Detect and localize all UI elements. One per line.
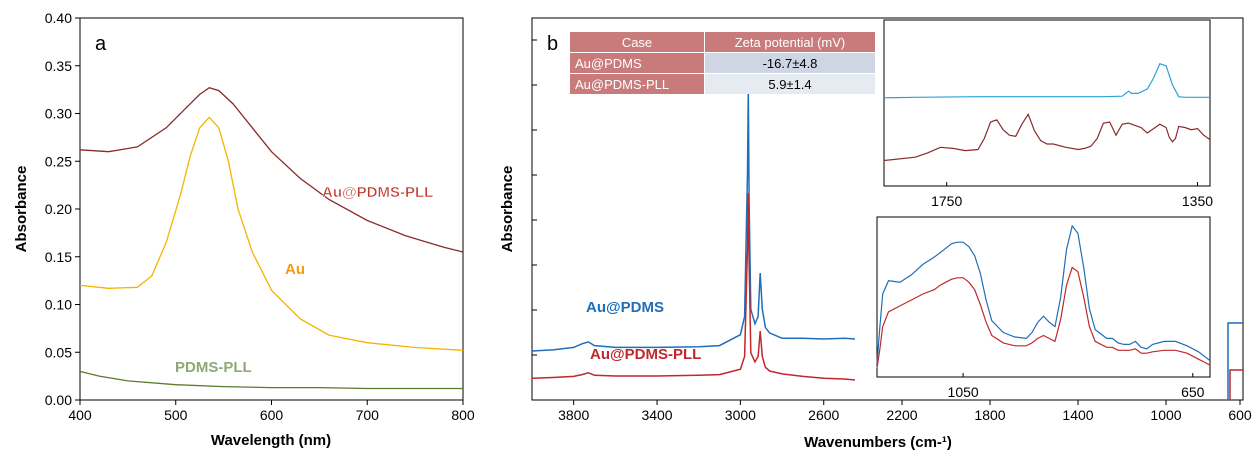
table-row1-case: Au@PDMS [575, 56, 642, 71]
inset-bottom-series [876, 224, 1211, 369]
edge-fragment-blue [1227, 322, 1243, 400]
panel-b-main-series [531, 87, 856, 381]
x-tick-label: 500 [164, 407, 188, 423]
series-line-0 [531, 87, 856, 352]
table-header-cell-zeta [705, 32, 875, 52]
table-row2-case-cell [570, 74, 704, 94]
x-tick-label: 3400 [641, 407, 672, 423]
x-tick-label: 400 [68, 407, 92, 423]
table-row2-case: Au@PDMS-PLL [575, 77, 669, 92]
panel-b: 3800 3400 3000 2600 2200 1800 1400 1000 600 b Ab… [499, 17, 1252, 451]
x-tick-label: 1400 [1062, 407, 1093, 423]
panel-b-x-axis-title: Wavenumbers (cm-¹) [804, 434, 952, 451]
y-tick-label: 0.35 [45, 58, 72, 74]
x-tick-label: 3000 [725, 407, 756, 423]
table-row1-value: -16.7±4.8 [763, 56, 818, 71]
inset-bottom-line-1 [876, 266, 1211, 369]
inset-bottom: 1050 650 [876, 216, 1211, 400]
inset-bottom-frame [876, 216, 1211, 378]
y-tick-label: 0.15 [45, 249, 72, 265]
x-tick-label: 2600 [808, 407, 839, 423]
panel-a-y-ticks: 0.00 0.05 0.10 0.15 0.20 0.25 0.30 0.35 0.40 [45, 10, 80, 408]
table-row2-value-cell [705, 74, 875, 94]
x-tick-label: 1350 [1182, 193, 1213, 209]
table-row1-value-cell [705, 53, 875, 73]
y-tick-label: 0.20 [45, 201, 72, 217]
y-tick-label: 0.25 [45, 153, 72, 169]
inset-top: 1750 1350 [883, 19, 1213, 209]
inset-top-line-1 [883, 112, 1211, 162]
panel-b-frame [531, 17, 1244, 401]
panel-b-y-axis-title: Absorbance [499, 166, 516, 253]
series-line-1 [79, 116, 464, 351]
y-tick-label: 0.00 [45, 392, 72, 408]
panel-a-letter: a [95, 33, 107, 55]
table-row2-value: 5.9±1.4 [768, 77, 811, 92]
panel-b-y-ticks [532, 39, 537, 356]
edge-fragment-red [1229, 369, 1243, 400]
inset-bottom-line-0 [876, 224, 1211, 364]
series-label-au-a: Au [285, 261, 305, 278]
zeta-table: Case Zeta potential (mV) Au@PDMS -16.7±4… [570, 32, 875, 94]
series-line-2 [79, 370, 463, 390]
x-tick-label: 1000 [1150, 407, 1181, 423]
inset-top-series [883, 62, 1211, 162]
table-header-zeta: Zeta potential (mV) [735, 35, 846, 50]
series-label-au-pdms-pll-b: Au@PDMS-PLL [590, 346, 701, 363]
series-line-0 [79, 86, 464, 253]
panel-a-frame [79, 17, 464, 401]
series-line-1 [531, 193, 856, 381]
x-tick-label: 700 [356, 407, 380, 423]
y-tick-label: 0.40 [45, 10, 72, 26]
x-tick-label: 2200 [886, 407, 917, 423]
x-tick-label: 600 [260, 407, 284, 423]
x-tick-label: 650 [1181, 384, 1205, 400]
table-header-cell-case [570, 32, 704, 52]
panel-a-series [79, 86, 464, 390]
y-tick-label: 0.10 [45, 297, 72, 313]
series-label-au-pdms-pll-a: Au@PDMS-PLL [322, 184, 433, 201]
x-tick-label: 800 [451, 407, 475, 423]
panel-b-letter: b [547, 33, 558, 55]
series-label-au-pdms-b: Au@PDMS [586, 299, 664, 316]
series-label-pdms-pll-a: PDMS-PLL [175, 359, 252, 376]
inset-bottom-ticks: 1050 650 [948, 373, 1205, 400]
panel-b-x-ticks: 3800 3400 3000 2600 2200 1800 1400 1000 600 [558, 400, 1252, 423]
table-row1-case-cell [570, 53, 704, 73]
x-tick-label: 1750 [931, 193, 962, 209]
x-tick-label: 1050 [948, 384, 979, 400]
panel-a-y-axis-title: Absorbance [13, 166, 30, 253]
inset-top-line-0 [883, 62, 1210, 99]
x-tick-label: 1800 [974, 407, 1005, 423]
inset-top-frame [883, 19, 1211, 187]
panel-a-x-axis-title: Wavelength (nm) [211, 432, 331, 449]
panel-a: 0.00 0.05 0.10 0.15 0.20 0.25 0.30 0.35 0.40 400… [13, 10, 475, 449]
y-tick-label: 0.30 [45, 106, 72, 122]
table-header-case: Case [622, 35, 652, 50]
inset-top-ticks: 1750 1350 [931, 182, 1213, 209]
panel-a-x-ticks: 400 500 600 700 800 [68, 400, 475, 423]
x-tick-label: 3800 [558, 407, 589, 423]
x-tick-label: 600 [1228, 407, 1252, 423]
y-tick-label: 0.05 [45, 344, 72, 360]
